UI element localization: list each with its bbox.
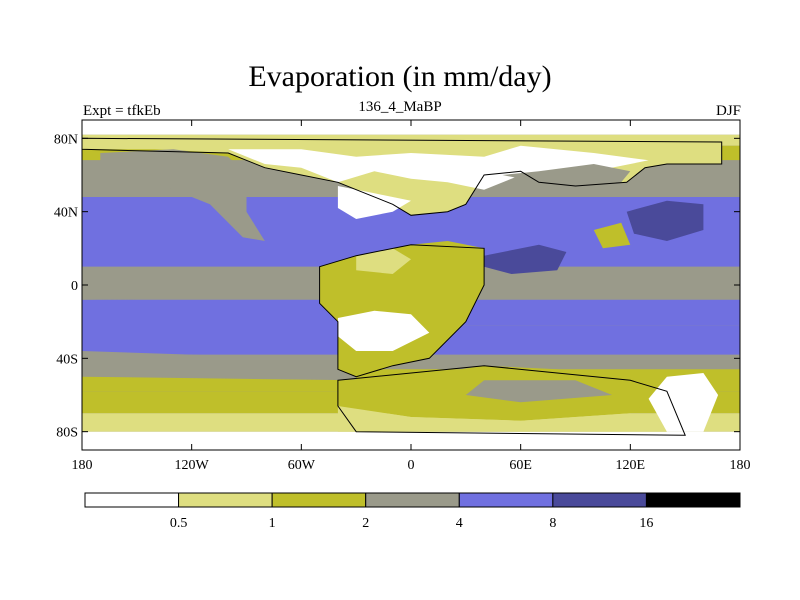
x-axis-ticks: 180 120W 60W 0 60E 120E 180	[72, 120, 751, 473]
land-masses	[81, 134, 723, 436]
x-tick-label: 120W	[175, 458, 210, 473]
colorbar: 0.5 1 2 4 8 16	[84, 492, 741, 531]
x-tick-label: 60W	[288, 458, 316, 473]
ocean-band	[82, 277, 375, 300]
ocean-band	[82, 120, 740, 135]
land-region	[502, 164, 631, 186]
colorbar-label: 2	[362, 516, 369, 531]
colorbar-swatch	[84, 492, 180, 508]
map-title: Evaporation (in mm/day)	[248, 60, 552, 93]
ocean-band	[82, 351, 357, 381]
colorbar-label: 16	[639, 516, 653, 531]
y-axis-ticks: 80N 40N 0 40S 80S	[54, 132, 740, 441]
colorbar-swatch	[271, 492, 367, 508]
y-tick-label: 40N	[54, 206, 78, 221]
colorbar-label: 4	[456, 516, 463, 531]
experiment-label: Expt = tfkEb	[83, 103, 161, 119]
high-evaporation-region	[484, 244, 567, 274]
land-region	[648, 373, 719, 432]
colorbar-label: 1	[269, 516, 276, 531]
coastline	[337, 365, 686, 436]
land-region	[337, 310, 430, 351]
y-tick-label: 80S	[56, 426, 78, 441]
y-tick-label: 80N	[54, 132, 78, 147]
map-plot-area	[81, 119, 741, 451]
colorbar-swatch	[365, 492, 460, 508]
land-region	[228, 145, 649, 190]
y-tick-label: 40S	[56, 352, 78, 367]
colorbar-label: 0.5	[170, 516, 188, 531]
land-region	[337, 406, 667, 432]
x-tick-label: 0	[408, 458, 415, 473]
colorbar-label: 8	[549, 516, 556, 531]
x-tick-label: 180	[730, 458, 751, 473]
land-region	[593, 222, 631, 249]
y-tick-label: 0	[71, 279, 78, 294]
x-tick-label: 180	[72, 458, 93, 473]
land-region	[100, 149, 265, 241]
coastline	[81, 137, 723, 216]
ocean-band	[82, 307, 357, 344]
colorbar-swatch	[178, 492, 273, 508]
land-region	[337, 186, 411, 219]
colorbar-swatch	[645, 492, 741, 508]
land-region	[356, 248, 411, 274]
x-tick-label: 60E	[509, 458, 532, 473]
colorbar-swatch	[458, 492, 554, 508]
coastline	[319, 244, 485, 378]
land-region	[465, 380, 613, 403]
colorbar-swatch	[552, 492, 647, 508]
ocean-band	[82, 431, 740, 450]
center-label: 136_4_MaBP	[358, 99, 442, 115]
high-evaporation-region	[626, 200, 704, 241]
season-label: DJF	[715, 103, 741, 119]
x-tick-label: 120E	[616, 458, 646, 473]
